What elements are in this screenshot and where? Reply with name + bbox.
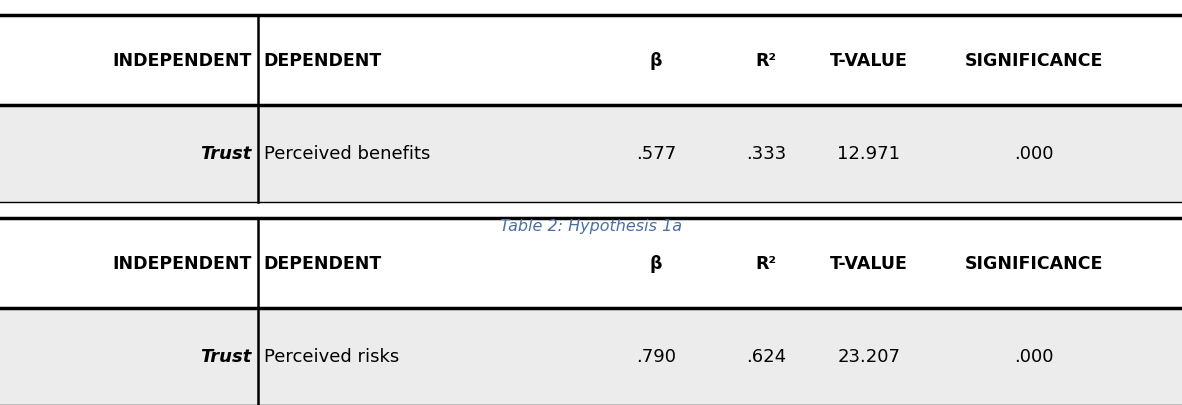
Text: .333: .333 (746, 145, 786, 163)
Text: DEPENDENT: DEPENDENT (264, 52, 382, 70)
Text: Trust: Trust (201, 347, 252, 365)
Text: β: β (650, 254, 662, 272)
Text: Trust: Trust (201, 145, 252, 163)
Text: β: β (650, 52, 662, 70)
Text: Perceived risks: Perceived risks (264, 347, 398, 365)
Text: INDEPENDENT: INDEPENDENT (112, 52, 252, 70)
Text: T-VALUE: T-VALUE (830, 254, 908, 272)
Bar (0, 308, 1182, 405)
Text: Table 2: Hypothesis 1a: Table 2: Hypothesis 1a (500, 219, 682, 234)
Text: .000: .000 (1014, 145, 1054, 163)
Text: .624: .624 (746, 347, 786, 365)
Text: Perceived benefits: Perceived benefits (264, 145, 430, 163)
Bar (0, 105, 1182, 202)
Text: 12.971: 12.971 (837, 145, 901, 163)
Text: R²: R² (755, 52, 777, 70)
Bar (0, 16, 1182, 105)
Text: SIGNIFICANCE: SIGNIFICANCE (965, 52, 1104, 70)
Text: T-VALUE: T-VALUE (830, 52, 908, 70)
Text: .000: .000 (1014, 347, 1054, 365)
Text: 23.207: 23.207 (837, 347, 901, 365)
Bar (0, 219, 1182, 308)
Text: .577: .577 (636, 145, 676, 163)
Text: R²: R² (755, 254, 777, 272)
Text: SIGNIFICANCE: SIGNIFICANCE (965, 254, 1104, 272)
Text: .790: .790 (636, 347, 676, 365)
Text: INDEPENDENT: INDEPENDENT (112, 254, 252, 272)
Text: DEPENDENT: DEPENDENT (264, 254, 382, 272)
